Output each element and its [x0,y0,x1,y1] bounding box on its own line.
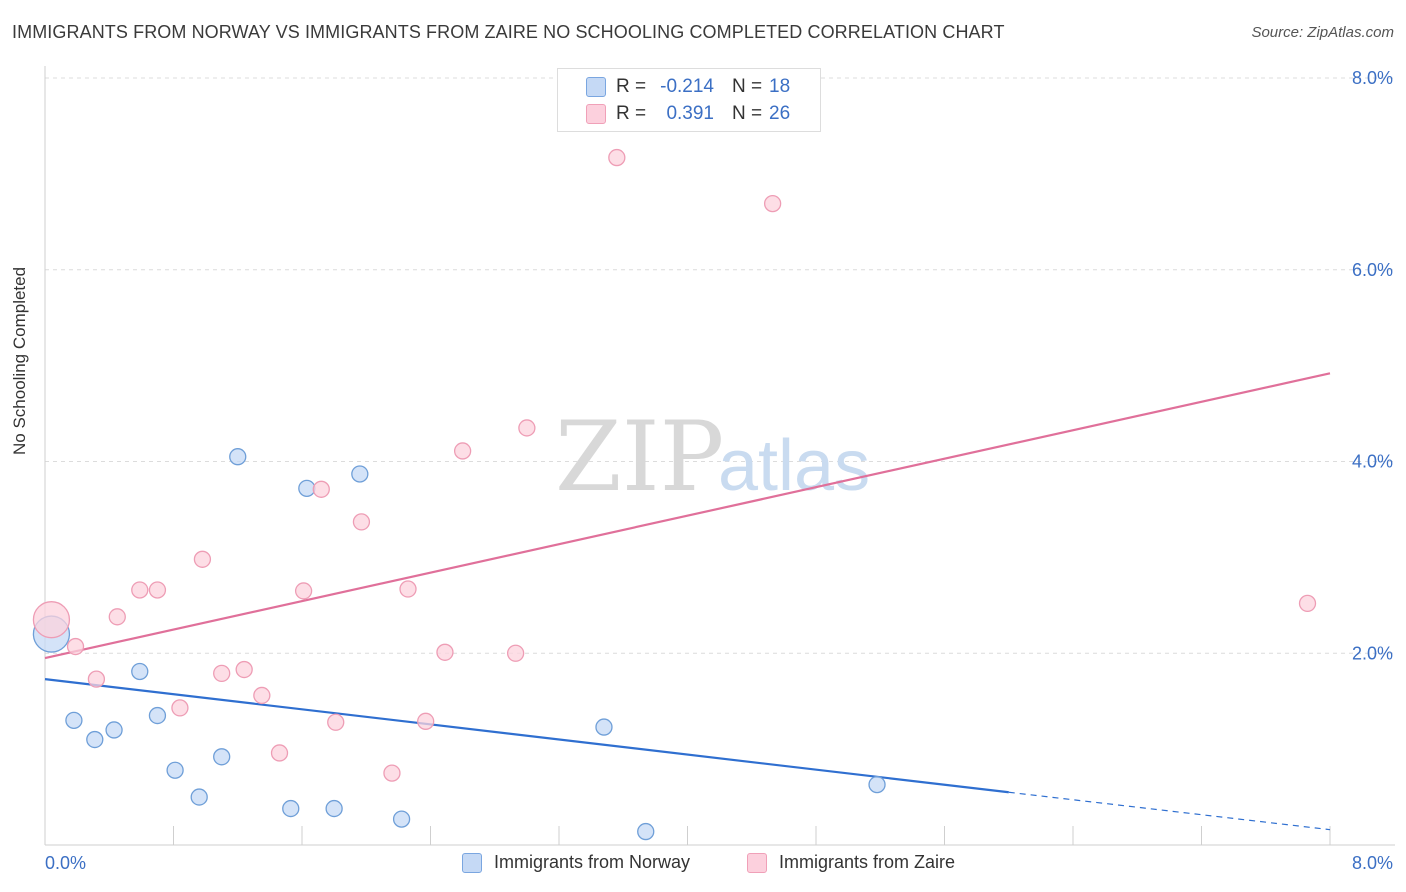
chart-title: IMMIGRANTS FROM NORWAY VS IMMIGRANTS FRO… [12,22,1005,42]
grid-lines [45,77,1395,654]
zaire-point [213,664,231,683]
trend-lines [44,372,1331,831]
zaire-point [506,644,525,662]
norway-point [392,810,411,828]
r-value: 0.391 [666,103,714,124]
norway-point [86,730,104,749]
zaire-point [87,670,106,688]
data-points [32,148,1317,841]
norway-point [213,748,231,766]
watermark-zip: ZIP [555,401,724,513]
axes [44,66,1395,846]
n-value: 26 [769,103,791,124]
r-label: R = [616,76,647,97]
y-axis-label: No Schooling Completed [10,266,29,455]
legend-item-zaire: Immigrants from Zaire [747,852,955,873]
y-tick-label: 2.0% [1352,643,1393,663]
source-label: Source: ZipAtlas.com [1251,24,1394,41]
y-tick-label: 4.0% [1352,452,1393,472]
legend-label-zaire: Immigrants from Zaire [779,852,956,872]
norway-point [595,718,613,736]
zaire-point [66,637,85,656]
zaire-point [453,442,472,460]
legend-item-norway: Immigrants from Norway [462,852,690,873]
stats-legend: R = -0.214 N = 18 R = 0.391 N = 26 [557,68,821,132]
zaire-point [518,419,536,437]
tick-labels: 2.0% 4.0% 6.0% 8.0% 0.0% 8.0% [45,68,1393,873]
x-tick-label: 0.0% [45,853,86,873]
norway-point [105,721,123,739]
norway-point [325,799,343,818]
norway-point [637,822,655,841]
watermark-atlas: atlas [718,426,870,506]
norway-legend-swatch [462,852,482,873]
n-label: N = [732,103,763,124]
zaire-point [312,480,330,498]
bottom-legend: Immigrants from Norway Immigrants from Z… [0,852,1406,878]
zaire-point [417,712,435,730]
zaire-point [131,581,149,599]
zaire-point [1298,594,1317,613]
norway-point [190,788,208,806]
r-value: -0.214 [660,76,714,97]
norway-trend-line [44,678,1009,794]
norway-point [298,479,316,497]
zaire-point [235,660,253,679]
zaire-point [193,550,212,568]
zaire-point [436,643,454,661]
x-tick-label: 8.0% [1352,853,1393,873]
norway-point [166,761,184,779]
zaire-point [327,713,345,731]
norway-point [65,711,83,730]
zaire-point [763,194,782,213]
zaire-point [294,582,313,600]
zaire-point [171,699,189,717]
y-tick-label: 8.0% [1352,68,1393,88]
n-value: 18 [769,76,791,97]
y-tick-label: 6.0% [1352,260,1393,280]
stats-row-norway: R = -0.214 N = 18 [558,74,820,100]
norway-point [282,799,300,818]
n-label: N = [732,76,763,97]
norway-trend-extension [1008,791,1331,831]
watermark: ZIP atlas [555,401,870,513]
zaire-point [253,686,271,705]
r-label: R = [616,103,647,124]
zaire-point [383,764,401,782]
zaire-point [608,148,626,167]
zaire-trend-line [44,372,1331,660]
zaire-point [148,581,167,599]
norway-point [229,448,247,466]
norway-point [131,662,149,681]
legend-label-norway: Immigrants from Norway [494,852,691,872]
zaire-swatch [586,104,606,124]
norway-point [351,465,369,483]
zaire-point [108,608,126,626]
norway-point [148,706,167,725]
norway-point [868,775,886,794]
zaire-point [270,744,289,762]
norway-swatch [586,77,606,97]
zaire-point [352,513,371,531]
zaire-point [399,580,417,598]
zaire-legend-swatch [747,852,767,873]
stats-row-zaire: R = 0.391 N = 26 [558,101,820,127]
zaire-point [32,601,71,639]
